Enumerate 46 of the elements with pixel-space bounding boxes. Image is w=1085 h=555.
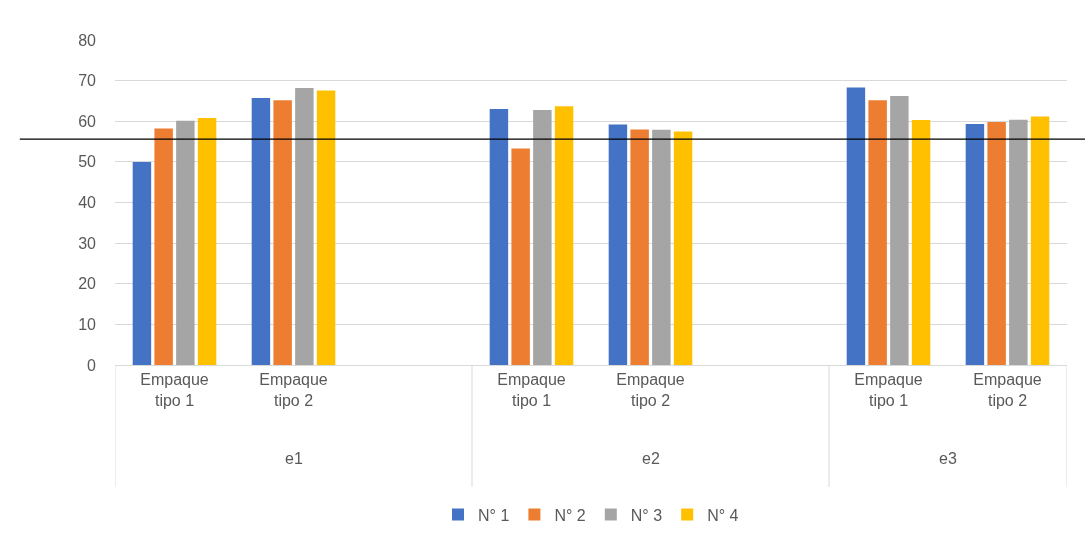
bar <box>987 122 1006 365</box>
bar <box>251 98 271 365</box>
bar <box>489 109 509 365</box>
x-tick-label: Empaque tipo 2 <box>259 371 328 409</box>
bar <box>176 120 195 365</box>
bar <box>630 129 649 365</box>
x-tick-label: Empaque tipo 1 <box>497 371 566 409</box>
y-tick-label: 80 <box>78 31 97 49</box>
y-tick-label: 40 <box>78 194 97 212</box>
x-tick-label: Empaque tipo 2 <box>616 371 685 409</box>
legend-label: N° 4 <box>707 506 739 524</box>
bar <box>533 109 552 365</box>
text: e2 <box>642 450 660 467</box>
bar <box>890 96 909 365</box>
bar <box>132 161 152 365</box>
bar <box>965 124 985 365</box>
bar <box>1009 119 1028 365</box>
bar <box>295 87 314 365</box>
bar <box>316 90 336 365</box>
text: e3 <box>939 450 957 467</box>
legend-label: N° 1 <box>478 506 510 524</box>
x-tick-label: Empaque tipo 1 <box>140 371 209 409</box>
y-tick-label: 50 <box>78 153 97 171</box>
bar <box>154 128 173 365</box>
bar <box>197 118 217 365</box>
y-tick-label: 20 <box>78 275 97 293</box>
bar <box>273 100 292 365</box>
legend-label: N° 2 <box>554 506 586 524</box>
text: e1 <box>285 450 303 467</box>
bar <box>608 124 628 365</box>
bar <box>554 106 574 365</box>
y-tick-label: 0 <box>87 356 97 374</box>
bar <box>846 87 866 365</box>
y-tick-label: 30 <box>78 234 97 252</box>
legend-label: N° 3 <box>630 506 663 524</box>
bar <box>1030 116 1050 365</box>
y-tick-label: 70 <box>78 72 97 90</box>
bar <box>511 148 530 365</box>
x-tick-label: Empaque tipo 2 <box>973 371 1042 409</box>
bar <box>673 131 693 365</box>
y-tick-label: 10 <box>78 315 97 333</box>
bar <box>911 120 931 365</box>
bar <box>652 129 671 365</box>
bar <box>868 100 887 365</box>
x-tick-label: Empaque tipo 1 <box>854 371 923 409</box>
y-tick-label: 60 <box>78 112 97 130</box>
